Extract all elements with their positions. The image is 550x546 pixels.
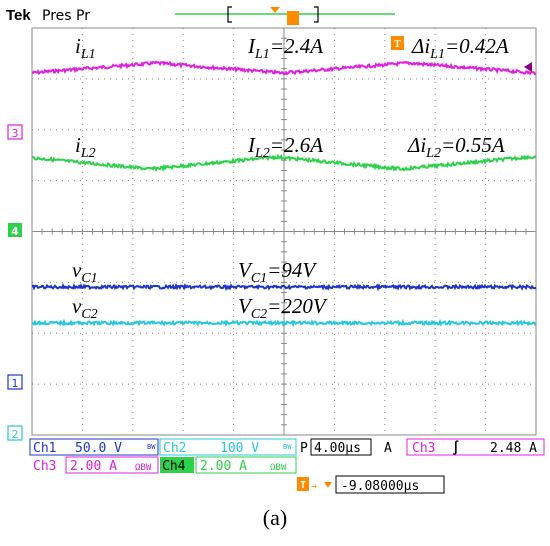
svg-text:1: 1	[12, 377, 19, 390]
label-vC1: vC1	[72, 258, 98, 286]
svg-text:Ch1: Ch1	[33, 441, 56, 456]
svg-text:BW: BW	[283, 443, 292, 451]
trigger-level-marker	[524, 62, 532, 72]
delta-marker-icon: T	[391, 36, 404, 50]
ch4-ground-marker: 4	[8, 223, 22, 238]
label-IL2: IL2=2.6A	[247, 133, 323, 161]
trace-iL2	[31, 153, 537, 173]
ch1-ground-marker: 1	[7, 374, 23, 390]
svg-text:3: 3	[12, 127, 19, 140]
trace-iL1	[31, 60, 536, 76]
svg-text:2: 2	[12, 428, 19, 441]
svg-text:T: T	[300, 480, 306, 491]
svg-text:Ch4: Ch4	[162, 459, 186, 474]
svg-text:∫: ∫	[452, 440, 460, 456]
timebase-prefix: P	[300, 441, 308, 456]
ch3-ground-marker: 3	[7, 124, 23, 140]
horizontal-position-icon: T →	[297, 477, 332, 492]
timebase-readout[interactable]	[310, 438, 372, 456]
ch4-readout[interactable]	[195, 456, 297, 474]
status-bar: Ch1 50.0 V BW Ch2 100 V BW P 4.00µs A Ch…	[29, 438, 545, 494]
label-VC2: VC2=220V	[238, 294, 328, 322]
brand-logo: Tek	[6, 7, 31, 24]
svg-text:ΩBW: ΩBW	[270, 463, 287, 473]
svg-text:4: 4	[11, 225, 19, 238]
ch2-readout[interactable]	[159, 438, 297, 456]
label-iL2: iL2	[75, 133, 96, 161]
svg-text:2.00 A: 2.00 A	[200, 459, 247, 474]
label-dIL1: ΔiL1=0.42A	[411, 34, 509, 62]
label-iL1: iL1	[75, 34, 96, 62]
ch4-name-badge[interactable]	[160, 457, 194, 473]
svg-text:Ch3: Ch3	[412, 441, 435, 456]
ch1-readout[interactable]	[29, 438, 159, 456]
ch2-ground-marker: 2	[7, 425, 23, 441]
label-vC2: vC2	[72, 294, 98, 322]
acq-mode: A	[384, 441, 392, 456]
ch3-name: Ch3	[33, 459, 56, 474]
svg-text:T: T	[394, 39, 401, 50]
waveform-traces	[31, 60, 537, 328]
svg-text:ΩBW: ΩBW	[135, 463, 152, 473]
graticule	[31, 27, 537, 436]
svg-text:Ch2: Ch2	[163, 441, 186, 456]
svg-text:4.00µs: 4.00µs	[314, 441, 361, 456]
trace-vC1	[31, 282, 537, 292]
svg-text:2.00 A: 2.00 A	[70, 459, 117, 474]
svg-text:100 V: 100 V	[220, 441, 259, 456]
figure-caption: (a)	[262, 505, 288, 530]
record-view-bar	[175, 6, 395, 25]
trigger-readout[interactable]	[406, 438, 545, 456]
svg-text:-9.08000µs: -9.08000µs	[341, 479, 419, 494]
label-VC1: VC1=94V	[238, 258, 317, 286]
svg-text:2.48 A: 2.48 A	[490, 441, 537, 456]
svg-text:50.0 V: 50.0 V	[75, 441, 122, 456]
label-dIL2: ΔiL2=0.55A	[407, 133, 505, 161]
ch3-readout[interactable]	[65, 456, 159, 474]
trace-vC2	[31, 318, 537, 328]
position-readout[interactable]	[335, 475, 445, 494]
svg-text:→: →	[311, 481, 317, 492]
label-IL1: IL1=2.4A	[247, 34, 323, 62]
svg-text:BW: BW	[147, 443, 156, 451]
acquisition-state: Pres Pr	[42, 8, 90, 24]
